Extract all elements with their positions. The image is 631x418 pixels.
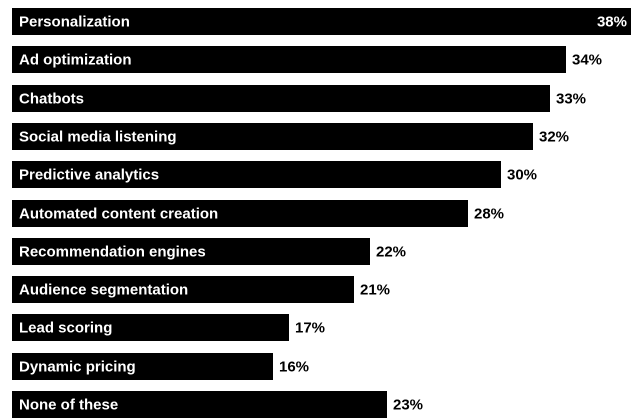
category-label: Predictive analytics [19, 166, 160, 183]
value-label: 16% [279, 358, 310, 375]
category-label: Chatbots [19, 90, 84, 107]
value-label: 30% [507, 166, 538, 183]
category-label: Lead scoring [19, 319, 113, 336]
value-label: 34% [572, 51, 603, 68]
category-label: Audience segmentation [19, 281, 189, 298]
bar-4: Predictive analytics [12, 161, 501, 188]
value-label: 23% [393, 396, 424, 413]
bar-6: Recommendation engines [12, 238, 370, 265]
value-label: 33% [556, 90, 587, 107]
bar-0: Personalization [12, 8, 631, 35]
category-label: None of these [19, 396, 119, 413]
bar-8: Lead scoring [12, 314, 289, 341]
value-label: 28% [474, 205, 505, 222]
category-label: Personalization [19, 13, 130, 30]
value-label: 38% [596, 13, 627, 30]
category-label: Automated content creation [19, 205, 219, 222]
bar-7: Audience segmentation [12, 276, 354, 303]
bar-9: Dynamic pricing [12, 353, 273, 380]
category-label: Dynamic pricing [19, 358, 136, 375]
bar-10: None of these [12, 391, 387, 418]
bar-3: Social media listening [12, 123, 533, 150]
value-label: 21% [360, 281, 391, 298]
value-label: 22% [376, 243, 407, 260]
bar-2: Chatbots [12, 85, 550, 112]
category-label: Recommendation engines [19, 243, 206, 260]
value-label: 32% [539, 128, 570, 145]
category-label: Social media listening [19, 128, 177, 145]
bar-5: Automated content creation [12, 200, 468, 227]
bar-1: Ad optimization [12, 46, 566, 73]
value-label: 17% [295, 319, 326, 336]
category-label: Ad optimization [19, 51, 132, 68]
